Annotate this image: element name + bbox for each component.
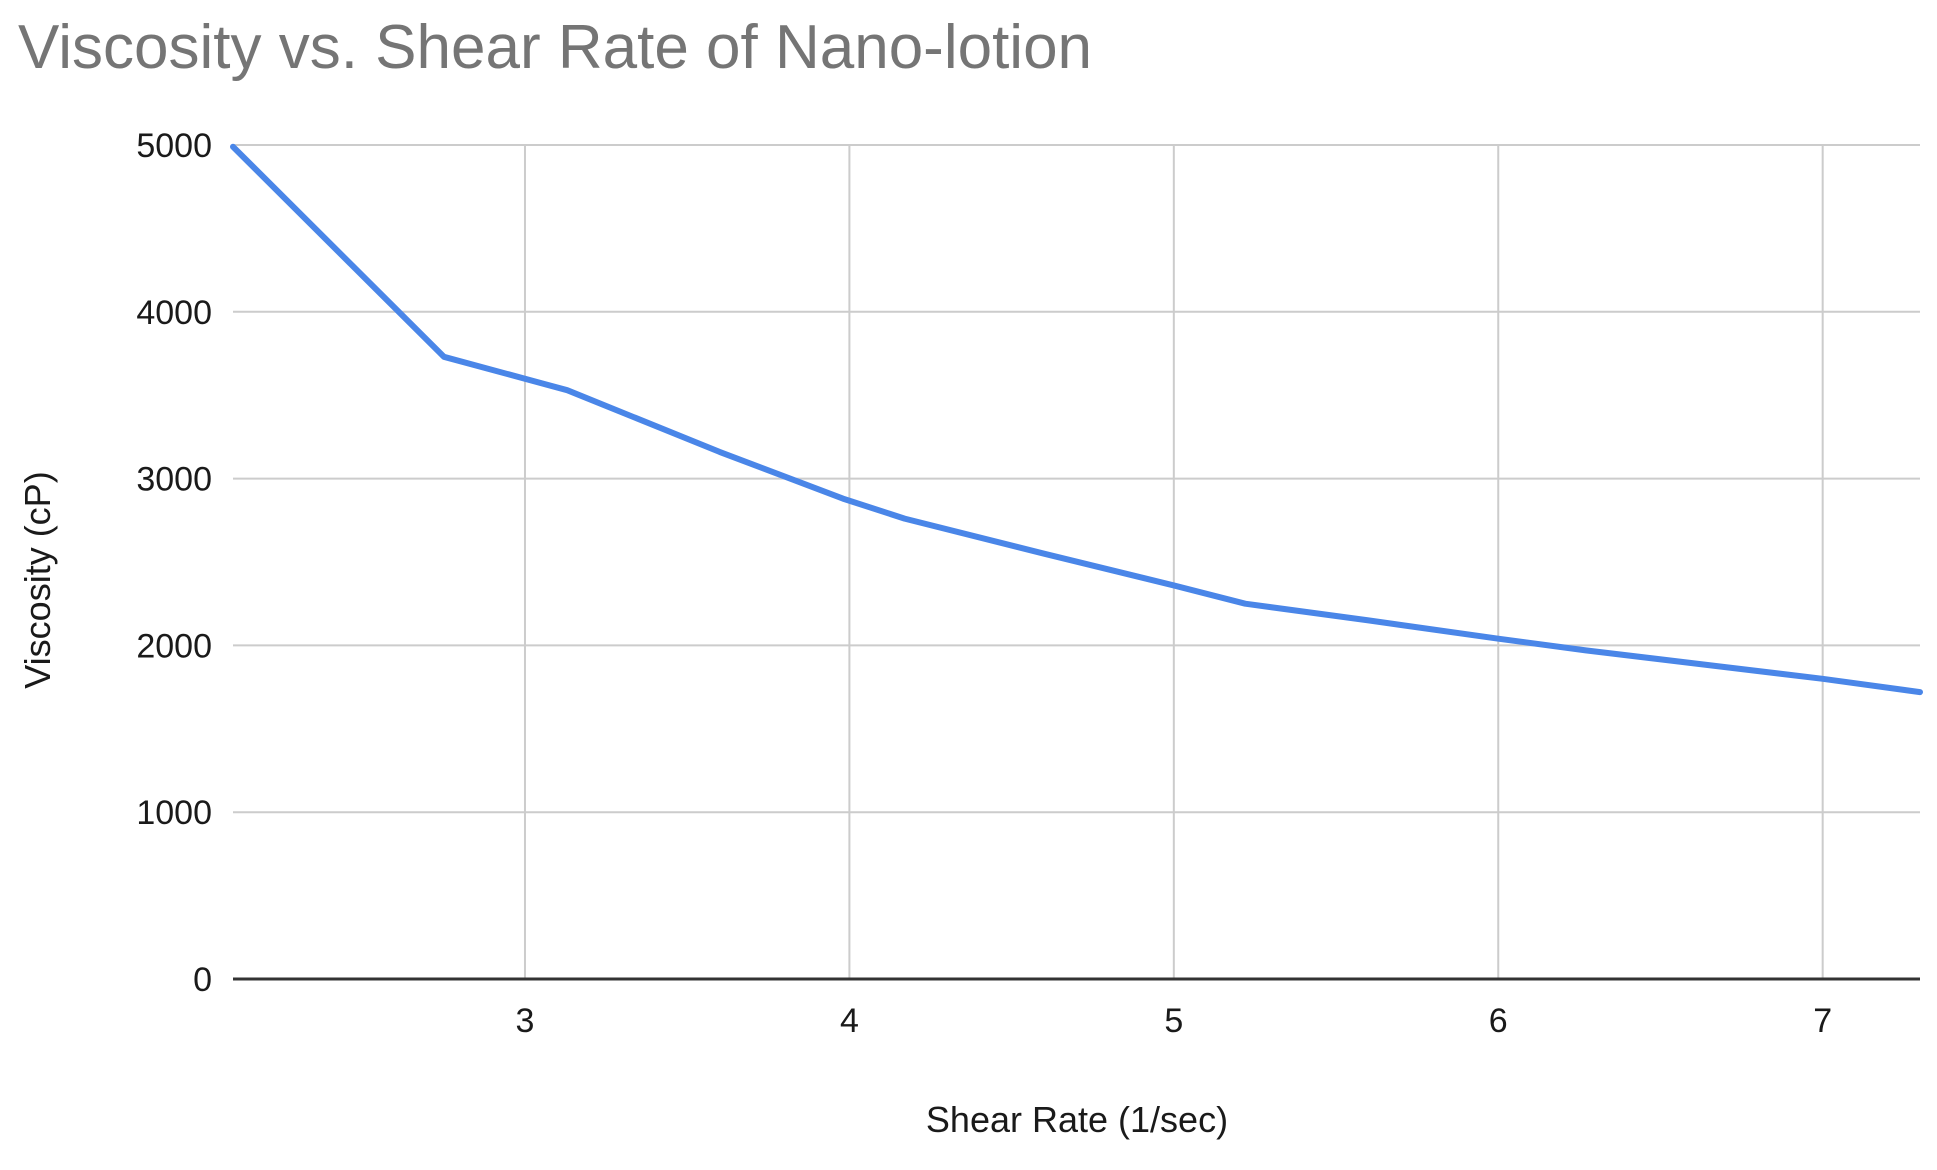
series-layer (230, 143, 1923, 696)
x-tick-label: 4 (840, 1002, 859, 1040)
y-tick-label: 1000 (136, 794, 212, 832)
y-tick-label: 4000 (136, 294, 212, 332)
y-tick-label: 3000 (136, 461, 212, 499)
x-axis-label: Shear Rate (1/sec) (926, 1099, 1228, 1140)
y-tick-label: 2000 (136, 627, 212, 665)
tick-layer: 0 1000 2000 3000 4000 5000 3 4 5 6 7 (136, 127, 1832, 1040)
x-tick-label: 6 (1489, 1002, 1508, 1040)
x-tick-label: 5 (1164, 1002, 1183, 1040)
chart-title: Viscosity vs. Shear Rate of Nano-lotion (18, 13, 1092, 82)
y-axis-label: Viscosity (cP) (17, 471, 58, 688)
x-tick-label: 7 (1813, 1002, 1832, 1040)
grid-layer (233, 144, 1920, 979)
y-tick-label: 5000 (136, 127, 212, 165)
x-tick-label: 3 (516, 1002, 535, 1040)
y-tick-label: 0 (193, 961, 212, 999)
series-line-0 (230, 143, 1923, 696)
